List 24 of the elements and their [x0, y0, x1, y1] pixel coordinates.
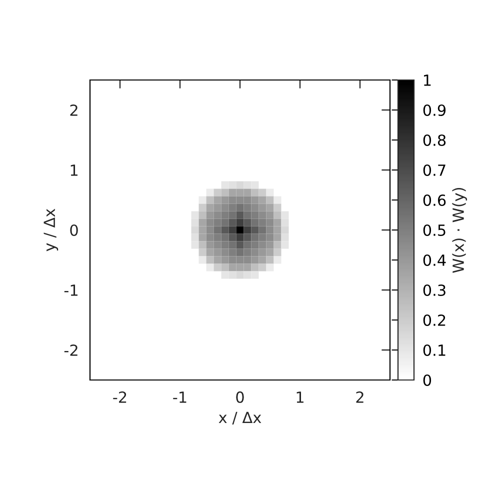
y-tick-label: -2: [64, 344, 78, 356]
color-bar-label: 0.2: [423, 314, 446, 326]
x-tick-label: 1: [296, 392, 304, 403]
y-tick-label: 2: [70, 104, 78, 116]
color-bar-title: W(x) · W(y): [452, 188, 467, 273]
color-bar-label: 0: [423, 374, 432, 386]
color-bar-label: 0.6: [423, 194, 446, 206]
color-bar-label: 1: [424, 74, 431, 86]
x-tick-label: 0: [236, 391, 244, 403]
color-bar-label: 0.1: [423, 344, 446, 356]
color-bar-label: 0.5: [423, 224, 446, 236]
x-axis-title: x / Δx: [218, 412, 262, 424]
y-tick-label: 1: [70, 164, 78, 176]
x-tick-label: -2: [113, 391, 126, 403]
y-tick-label: -1: [64, 284, 78, 296]
y-axis-title: y / Δx: [44, 208, 58, 252]
x-tick-label: 2: [356, 391, 364, 403]
color-bar-label: 0.8: [423, 134, 446, 146]
x-tick-label: -1: [173, 392, 186, 403]
y-tick-label: 0: [70, 224, 78, 236]
color-bar-label: 0.3: [423, 284, 446, 296]
color-bar-label: 0.7: [423, 164, 446, 176]
color-bar-label: 0.9: [423, 104, 446, 116]
color-bar-label: 0.4: [423, 254, 446, 266]
